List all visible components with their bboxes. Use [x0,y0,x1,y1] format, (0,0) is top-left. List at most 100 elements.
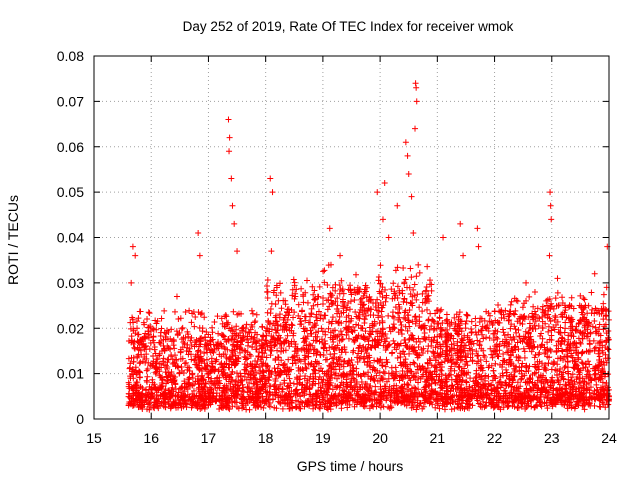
data-point [314,317,321,324]
data-point [345,335,352,342]
data-point [279,386,286,393]
data-point [600,316,607,323]
data-point [270,289,277,296]
data-point [592,371,599,378]
data-point [288,307,295,314]
data-point [302,354,309,361]
data-point [279,388,286,395]
data-point [431,350,438,357]
data-point [587,347,594,354]
data-point [551,326,558,333]
data-point [180,400,187,407]
data-point [554,361,561,368]
data-point [334,295,341,302]
data-point [291,338,298,345]
data-point [579,391,586,398]
data-point [542,362,549,369]
data-point [390,337,397,344]
data-point [406,367,413,374]
data-point [424,377,431,384]
data-point [326,403,333,410]
data-point [378,313,385,320]
data-point [592,324,599,331]
data-point [203,328,210,335]
data-point [438,328,445,335]
data-point [381,180,388,187]
data-point [492,402,499,409]
data-point [248,307,255,314]
data-point [177,402,184,409]
data-point [556,390,563,397]
data-point [308,310,315,317]
data-point [337,252,344,259]
data-point [128,279,135,286]
data-point [599,379,606,386]
data-point [499,338,506,345]
data-point [552,312,559,319]
data-point [254,402,261,409]
data-point [413,317,420,324]
data-point [534,377,541,384]
data-point [132,390,139,397]
data-point [374,296,381,303]
data-point [410,359,417,366]
data-point [391,290,398,297]
data-point [323,381,330,388]
data-point [604,396,611,403]
data-point [535,373,542,380]
data-point [564,347,571,354]
data-point [464,312,471,319]
data-point [444,357,451,364]
data-point [426,394,433,401]
data-point [442,379,449,386]
data-point [261,381,268,388]
data-point [129,366,136,373]
data-point [580,364,587,371]
data-point [391,295,398,302]
data-point [126,394,133,401]
data-point [358,295,365,302]
data-point [239,402,246,409]
data-point [382,286,389,293]
data-point [293,404,300,411]
data-point [462,325,469,332]
data-point [344,372,351,379]
data-point [600,291,607,298]
data-point [376,330,383,337]
data-point [297,405,304,412]
data-point [149,376,156,383]
data-point [452,376,459,383]
data-point [410,374,417,381]
data-point [500,398,507,405]
data-point [453,359,460,366]
data-point [463,317,470,324]
data-point [367,390,374,397]
data-point [455,363,462,370]
data-point [459,367,466,374]
data-point [546,252,553,259]
data-point [443,391,450,398]
data-point [358,400,365,407]
data-point [231,361,238,368]
data-point [387,397,394,404]
data-point [488,387,495,394]
data-point [345,312,352,319]
data-point [231,220,238,227]
data-point [394,390,401,397]
data-point [458,384,465,391]
data-point [402,323,409,330]
data-point [421,386,428,393]
data-point [271,365,278,372]
data-point [311,323,318,330]
data-point [226,148,233,155]
data-point [500,350,507,357]
data-point [134,396,141,403]
data-point [373,307,380,314]
data-point [137,383,144,390]
data-point [212,385,219,392]
data-point [290,276,297,283]
data-point [413,406,420,413]
data-point [590,337,597,344]
data-point [136,360,143,367]
data-point [603,397,610,404]
